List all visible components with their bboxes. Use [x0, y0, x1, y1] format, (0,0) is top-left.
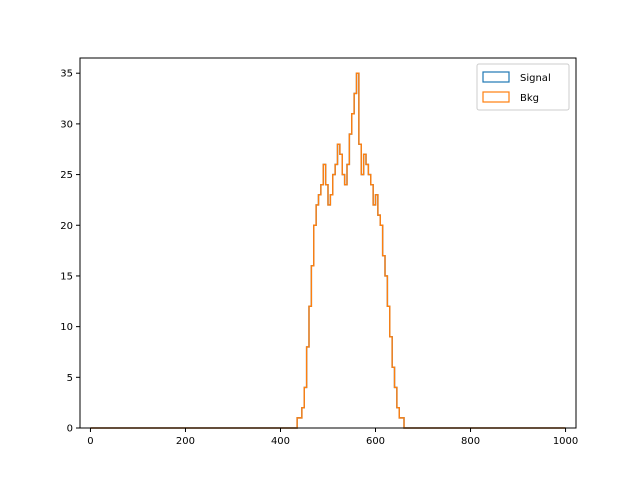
legend-box — [476, 63, 570, 111]
plot-area — [90, 72, 566, 429]
series-bkg-step-line — [90, 72, 566, 429]
series-signal-step-line — [90, 72, 566, 429]
x-tick-label: 200 — [176, 436, 195, 447]
y-tick-label: 20 — [60, 221, 73, 232]
y-tick-label: 0 — [67, 424, 73, 435]
legend-label-signal: Signal — [520, 73, 551, 84]
y-tick-label: 10 — [60, 322, 73, 333]
y-tick-label: 30 — [60, 119, 73, 130]
x-axis: 0 200 400 600 800 1000 — [87, 428, 578, 447]
x-tick-label: 600 — [366, 436, 385, 447]
y-tick-label: 35 — [60, 69, 73, 80]
x-tick-label: 0 — [87, 436, 93, 447]
y-axis: 0 5 10 15 20 25 30 35 — [60, 69, 80, 435]
legend-swatch-signal — [482, 71, 510, 83]
y-tick-label: 5 — [67, 373, 73, 384]
legend-swatch-bkg — [482, 91, 510, 103]
x-tick-label: 1000 — [553, 436, 578, 447]
x-tick-label: 800 — [461, 436, 480, 447]
legend-label-bkg: Bkg — [520, 93, 539, 104]
y-tick-label: 25 — [60, 170, 73, 181]
x-tick-label: 400 — [271, 436, 290, 447]
legend: Signal Bkg — [476, 63, 570, 111]
axes-frame — [79, 57, 577, 429]
y-tick-label: 15 — [60, 271, 73, 282]
